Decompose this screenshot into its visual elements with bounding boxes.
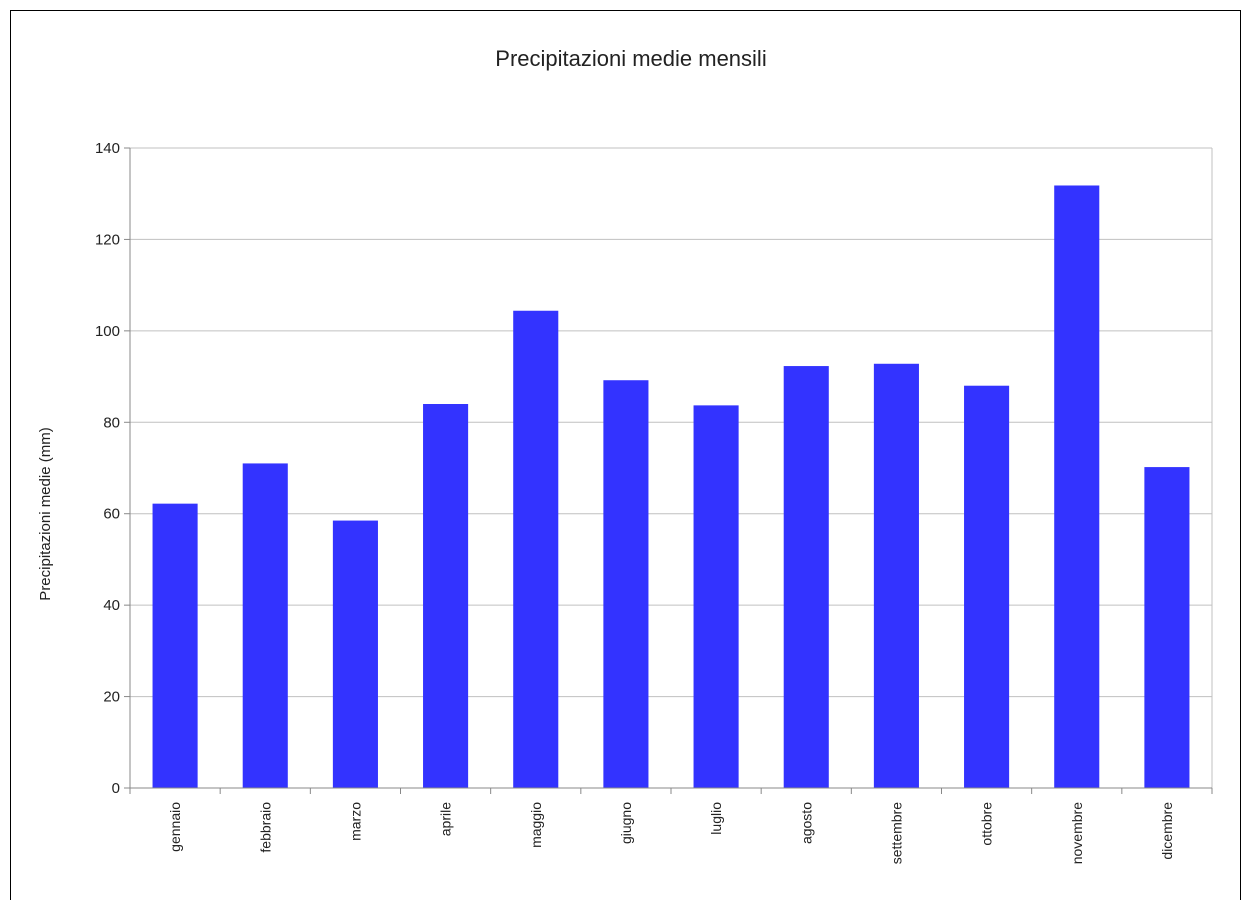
x-tick-label-gennaio: gennaio [167, 802, 183, 852]
y-tick-label: 120 [95, 231, 120, 248]
axes [124, 147, 1213, 794]
bar-aprile [423, 404, 469, 788]
grid-lines [130, 147, 1212, 698]
y-axis-label: Precipitazioni medie (mm) [37, 427, 54, 600]
x-tick-label-ottobre: ottobre [979, 802, 995, 846]
x-tick-label-aprile: aprile [438, 802, 454, 836]
x-tick-label-giugno: giugno [618, 802, 634, 844]
bar-gennaio [152, 503, 198, 788]
bar-novembre [1054, 185, 1100, 788]
bar-settembre [873, 363, 919, 788]
bar-ottobre [964, 385, 1010, 788]
x-tick-label-agosto: agosto [798, 802, 814, 844]
y-tick-label: 20 [103, 689, 120, 706]
y-tick-label: 80 [103, 414, 120, 431]
bar-marzo [332, 520, 378, 788]
x-tick-label-maggio: maggio [528, 802, 544, 848]
bar-dicembre [1144, 467, 1190, 788]
x-tick-label-marzo: marzo [347, 802, 363, 841]
bar-agosto [783, 366, 829, 788]
y-tick-labels: 0 20 40 60 80 100 120 140 [95, 140, 120, 797]
y-tick-label: 100 [95, 323, 120, 340]
x-tick-label-febbraio: febbraio [257, 802, 273, 853]
bars [152, 185, 1190, 788]
bar-febbraio [242, 463, 288, 788]
y-tick-label: 60 [103, 506, 120, 523]
y-tick-label: 40 [103, 597, 120, 614]
x-tick-labels: gennaio febbraio marzo aprile maggio giugno lu… [167, 802, 1175, 864]
chart-title: Precipitazioni medie mensili [495, 46, 766, 71]
x-tick-label-luglio: luglio [708, 802, 724, 835]
y-tick-label: 0 [112, 780, 120, 797]
bar-luglio [693, 405, 739, 788]
bar-giugno [603, 380, 649, 788]
x-tick-label-novembre: novembre [1069, 802, 1085, 864]
y-tick-label: 140 [95, 140, 120, 157]
x-tick-label-dicembre: dicembre [1159, 802, 1175, 860]
bar-maggio [513, 310, 559, 788]
x-tick-label-settembre: settembre [888, 802, 904, 864]
